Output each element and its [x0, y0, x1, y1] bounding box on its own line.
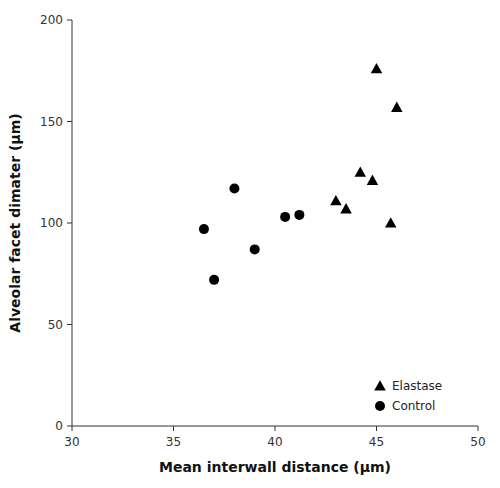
y-tick-label: 50 — [48, 318, 63, 332]
y-tick-label: 150 — [40, 115, 63, 129]
y-tick — [67, 324, 72, 325]
y-tick — [67, 121, 72, 122]
x-tick — [72, 426, 73, 431]
x-tick — [173, 426, 174, 431]
point — [330, 195, 342, 205]
series — [199, 183, 304, 284]
legend-symbol — [375, 401, 385, 411]
point — [199, 224, 209, 234]
point — [250, 244, 260, 254]
point — [229, 183, 239, 193]
x-tick-label: 45 — [369, 435, 384, 449]
y-tick-label: 0 — [55, 419, 63, 433]
series — [330, 63, 402, 228]
point — [355, 167, 367, 177]
point — [340, 203, 352, 213]
legend-label: Control — [392, 399, 435, 413]
y-axis-label: Alveolar facet dimater (μm) — [7, 113, 23, 332]
point — [371, 63, 383, 73]
axes: 30 35 40 45 50 0 50 100 150 200 — [40, 13, 486, 449]
plot-area — [199, 63, 403, 285]
point — [294, 210, 304, 220]
y-tick-label: 200 — [40, 13, 63, 27]
point — [385, 217, 397, 227]
x-tick — [275, 426, 276, 431]
x-tick-label: 35 — [166, 435, 181, 449]
x-tick-label: 30 — [64, 435, 79, 449]
y-tick — [67, 20, 72, 21]
y-tick-label: 100 — [40, 216, 63, 230]
point — [367, 175, 379, 185]
x-tick — [478, 426, 479, 431]
legend: Elastase Control — [374, 379, 442, 413]
chart: 30 35 40 45 50 0 50 100 150 200 Mean interwall dis… — [0, 0, 500, 488]
point — [391, 102, 403, 112]
point — [280, 212, 290, 222]
x-tick-label: 40 — [267, 435, 282, 449]
legend-symbol — [374, 380, 386, 390]
x-axis-label: Mean interwall distance (μm) — [159, 459, 391, 475]
y-tick — [67, 223, 72, 224]
x-tick-label: 50 — [470, 435, 485, 449]
x-tick — [376, 426, 377, 431]
point — [209, 275, 219, 285]
y-tick — [67, 426, 72, 427]
legend-label: Elastase — [392, 379, 442, 393]
